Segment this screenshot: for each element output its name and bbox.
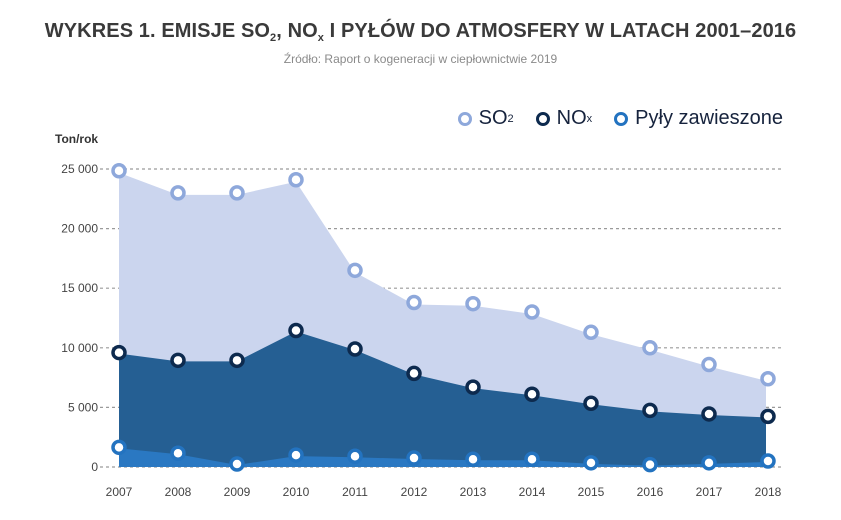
title-sub-so2: 2 — [270, 32, 277, 44]
marker-pyły-zawieszone-2017 — [701, 455, 717, 471]
legend-label-nox: NO — [556, 107, 587, 129]
area-nox — [119, 331, 766, 467]
marker-nox-2008 — [170, 352, 186, 369]
x-tick-label: 2010 — [283, 485, 310, 499]
chart-title: WYKRES 1. EMISJE SO2, NOx I PYŁÓW DO ATM… — [0, 20, 841, 44]
x-tick-label: 2013 — [460, 485, 487, 499]
marker-nox-2014 — [524, 386, 540, 403]
y-tick-labels: 0 5 000 10 000 15 000 20 000 25 000 — [61, 162, 98, 474]
y-tick-label: 10 000 — [61, 341, 98, 355]
title-sub-nox: x — [317, 32, 324, 44]
x-tick-label: 2011 — [342, 485, 368, 499]
y-tick-label: 0 — [91, 460, 98, 474]
legend-label-pyly: Pyły zawieszone — [635, 107, 783, 129]
areas — [119, 172, 766, 467]
marker-nox-2012 — [406, 365, 422, 382]
legend-item-pyly: Pyły zawieszone — [614, 107, 783, 130]
marker-pyły-zawieszone-2013 — [465, 451, 481, 468]
title-text-1: WYKRES 1. EMISJE SO — [44, 20, 271, 42]
marker-so2-2010 — [288, 171, 304, 188]
marker-so2-2017 — [701, 356, 717, 373]
marker-nox-2010 — [288, 322, 304, 339]
legend-sub-so2: 2 — [507, 112, 514, 125]
x-tick-label: 2018 — [755, 485, 782, 499]
marker-so2-2007 — [111, 163, 127, 179]
legend-sub-nox: x — [586, 112, 593, 125]
marker-pyły-zawieszone-2015 — [583, 455, 599, 471]
marker-pyły-zawieszone-2018 — [760, 453, 776, 469]
title-text-2: , NO — [276, 20, 318, 42]
marker-so2-2012 — [406, 294, 422, 311]
marker-pyły-zawieszone-2014 — [524, 451, 540, 468]
area-pyły-zawieszone — [119, 448, 766, 467]
y-tick-label: 25 000 — [61, 162, 98, 176]
marker-so2-2015 — [583, 324, 599, 341]
title-text-3: I PYŁÓW DO ATMOSFERY W LATACH 2001–2016 — [324, 20, 797, 42]
x-tick-label: 2016 — [637, 485, 664, 499]
y-tick-label: 5 000 — [68, 400, 98, 414]
marker-so2-2009 — [229, 185, 245, 201]
markers — [111, 163, 776, 473]
legend: SO 2 NO x Pyły zawieszone — [436, 107, 783, 130]
x-tick-label: 2007 — [106, 485, 133, 499]
marker-pyły-zawieszone-2012 — [406, 450, 422, 466]
marker-so2-2011 — [347, 262, 363, 279]
marker-pyły-zawieszone-2011 — [347, 448, 363, 465]
y-tick-label: 15 000 — [61, 281, 98, 295]
x-tick-label: 2009 — [224, 485, 251, 499]
legend-item-so2: SO 2 — [457, 107, 514, 130]
marker-so2-2008 — [170, 185, 186, 201]
marker-pyły-zawieszone-2009 — [229, 456, 245, 472]
legend-item-nox: NO x — [535, 107, 593, 130]
legend-marker-nox-icon — [535, 111, 550, 126]
marker-pyły-zawieszone-2007 — [111, 439, 127, 456]
x-tick-label: 2015 — [578, 485, 605, 499]
marker-so2-2014 — [524, 304, 540, 320]
x-tick-label: 2008 — [165, 485, 192, 499]
x-tick-labels: 2007 2008 2009 2010 2011 2012 2013 2014 2015 2016… — [106, 485, 782, 499]
legend-label-so2: SO — [478, 107, 508, 129]
legend-marker-pyly-icon — [614, 111, 629, 126]
y-tick-label: 20 000 — [61, 222, 98, 236]
chart-subtitle: Źródło: Raport o kogeneracji w ciepłowni… — [283, 52, 558, 66]
marker-pyły-zawieszone-2016 — [642, 456, 658, 473]
marker-pyły-zawieszone-2008 — [170, 445, 186, 462]
marker-so2-2016 — [642, 340, 658, 356]
marker-pyły-zawieszone-2010 — [288, 447, 304, 463]
legend-marker-so2-icon — [457, 111, 472, 126]
x-tick-label: 2017 — [696, 485, 723, 499]
marker-nox-2013 — [465, 379, 481, 395]
y-axis-label: Ton/rok — [55, 132, 99, 146]
marker-so2-2013 — [465, 295, 481, 312]
marker-nox-2016 — [642, 402, 658, 419]
marker-nox-2007 — [111, 344, 127, 361]
marker-so2-2018 — [760, 371, 776, 387]
x-tick-label: 2012 — [401, 485, 428, 499]
marker-nox-2017 — [701, 406, 717, 422]
x-tick-label: 2014 — [519, 485, 546, 499]
marker-nox-2015 — [583, 395, 599, 411]
marker-nox-2011 — [347, 341, 363, 357]
marker-nox-2009 — [229, 352, 245, 369]
marker-nox-2018 — [760, 408, 776, 425]
